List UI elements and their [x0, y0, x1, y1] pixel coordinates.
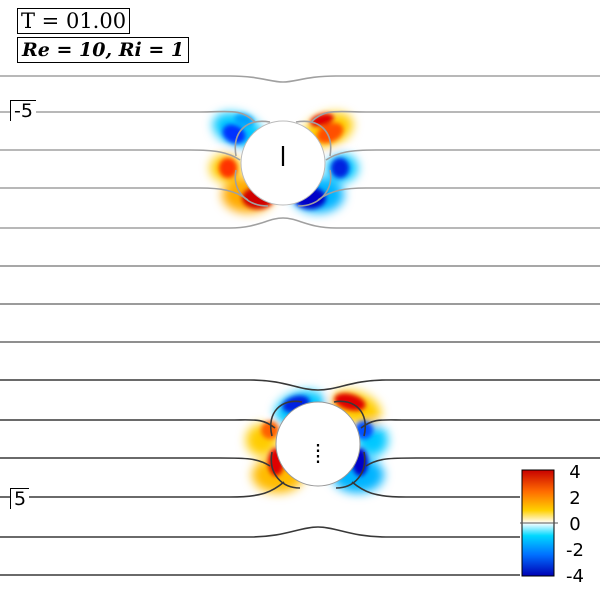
lower-cylinder: [275, 401, 361, 487]
time-label: T = 01.00: [17, 8, 131, 34]
colorbar-tick-label: 2: [569, 488, 581, 509]
middle-streamlines: [0, 265, 600, 343]
colorbar-tick-label: 4: [569, 462, 581, 483]
upper-vorticity-field: [210, 112, 358, 213]
upper-cylinder: [240, 120, 326, 206]
colorbar-tick-label: -4: [566, 566, 584, 587]
colorbar-tick-label: 0: [569, 514, 581, 535]
position-marker-bottom: 5: [10, 488, 30, 509]
upper-streamlines: [0, 75, 600, 229]
parameters-label: Re = 10, Ri = 1: [17, 37, 190, 63]
position-marker-top: -5: [10, 100, 36, 121]
colorbar-tick-label: -2: [566, 540, 584, 561]
lower-streamlines: [0, 379, 600, 576]
colorbar: [520, 469, 558, 577]
